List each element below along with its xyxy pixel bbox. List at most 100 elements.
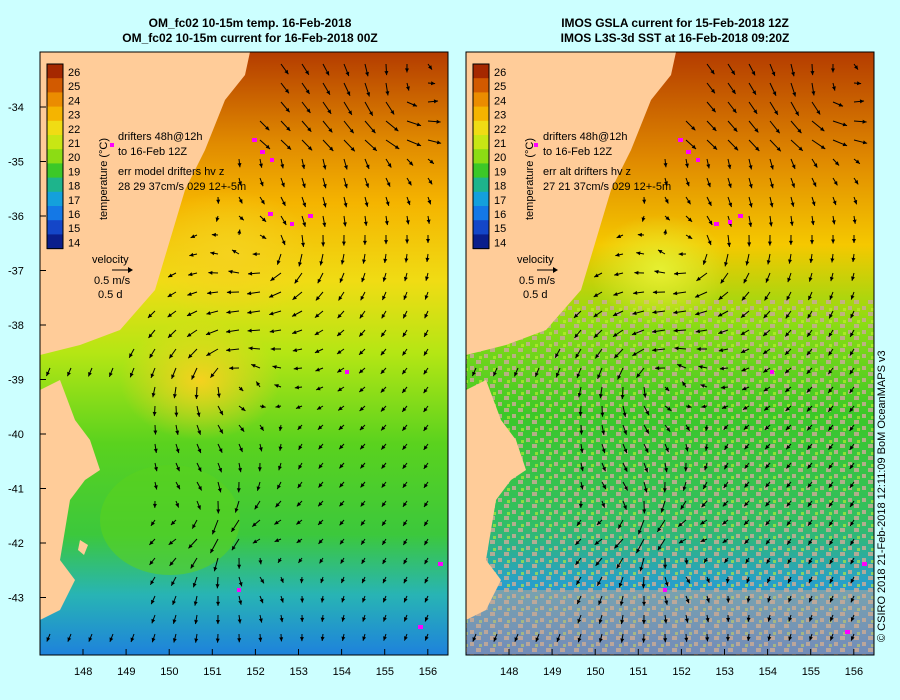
current-arrowhead xyxy=(258,447,263,452)
current-arrowhead xyxy=(601,430,606,435)
current-arrowhead xyxy=(362,617,367,622)
current-arrowhead xyxy=(349,128,354,134)
current-arrowhead xyxy=(602,484,606,490)
current-arrowhead xyxy=(721,405,727,409)
current-arrowhead xyxy=(718,295,723,300)
current-arrowhead xyxy=(175,503,179,508)
current-arrowhead xyxy=(322,222,327,227)
current-arrowhead xyxy=(853,199,858,205)
current-arrowhead xyxy=(708,220,713,225)
current-arrowhead xyxy=(828,502,833,507)
current-arrowhead xyxy=(833,180,838,186)
current-arrowhead xyxy=(394,127,399,132)
current-arrowhead xyxy=(350,147,355,152)
current-arrowhead xyxy=(390,110,395,115)
current-arrowhead xyxy=(810,240,815,245)
current-arrowhead xyxy=(320,598,325,603)
current-arrowhead xyxy=(754,128,759,133)
current-arrowhead xyxy=(673,291,678,296)
current-arrowhead xyxy=(190,234,196,238)
current-arrowhead xyxy=(403,540,408,545)
current-arrowhead xyxy=(705,598,710,603)
current-arrowhead xyxy=(644,448,649,453)
current-arrowhead xyxy=(286,145,292,150)
current-arrowhead xyxy=(842,122,848,127)
current-arrowhead xyxy=(192,524,196,529)
left-colorbar-tick: 17 xyxy=(68,195,80,207)
current-arrowhead xyxy=(339,444,344,450)
left-colorbar-swatch xyxy=(47,78,63,93)
current-arrowhead xyxy=(831,239,836,244)
current-arrowhead xyxy=(322,165,327,170)
current-arrowhead xyxy=(307,146,313,151)
current-arrowhead xyxy=(265,144,270,149)
current-arrowhead xyxy=(763,313,768,319)
current-arrowhead xyxy=(405,86,410,91)
current-arrowhead xyxy=(808,521,812,526)
current-arrowhead xyxy=(652,310,657,315)
current-arrowhead xyxy=(424,521,429,526)
current-arrowhead xyxy=(575,540,580,545)
current-arrowhead xyxy=(849,464,854,469)
current-arrowhead xyxy=(316,386,321,391)
current-arrowhead xyxy=(652,329,657,334)
current-arrowhead xyxy=(301,242,305,247)
current-arrowhead xyxy=(828,407,833,412)
current-arrowhead xyxy=(215,638,220,643)
current-arrowhead xyxy=(657,527,662,532)
left-colorbar-swatch xyxy=(47,64,63,79)
current-arrowhead xyxy=(664,386,670,392)
left-drifters-label-1: drifters 48h@12h xyxy=(118,131,203,143)
current-arrowhead xyxy=(339,483,344,488)
current-arrowhead xyxy=(302,222,307,227)
current-arrowhead xyxy=(188,544,193,549)
current-arrowhead xyxy=(798,146,803,151)
current-arrowhead xyxy=(382,277,387,282)
current-arrowhead xyxy=(850,502,854,507)
current-arrowhead xyxy=(256,486,261,491)
left-colorbar-label: temperature (°C) xyxy=(98,138,110,220)
current-arrowhead xyxy=(210,548,215,554)
current-arrowhead xyxy=(366,92,371,97)
current-arrowhead xyxy=(687,404,692,409)
current-arrowhead xyxy=(807,445,812,450)
current-arrowhead xyxy=(174,412,179,417)
current-arrowhead xyxy=(339,501,344,507)
current-arrowhead xyxy=(194,394,199,400)
current-arrowhead xyxy=(298,261,302,267)
current-arrowhead xyxy=(654,269,659,274)
right-land-mainland xyxy=(466,52,676,355)
current-arrowhead xyxy=(828,388,833,393)
left-colorbar-tick: 23 xyxy=(68,110,80,122)
current-arrowhead xyxy=(361,277,366,283)
current-arrowhead xyxy=(657,545,662,551)
current-arrowhead xyxy=(359,350,364,355)
current-arrowhead xyxy=(785,313,790,319)
right-drifters-label-2: to 16-Feb 12Z xyxy=(543,146,612,158)
current-arrowhead xyxy=(315,367,320,372)
current-arrowhead xyxy=(849,407,854,413)
current-arrowhead xyxy=(555,353,559,358)
current-arrowhead xyxy=(365,183,369,188)
current-arrowhead xyxy=(829,295,834,300)
current-arrowhead xyxy=(850,597,855,603)
current-arrowhead xyxy=(226,310,231,315)
current-arrowhead xyxy=(620,394,625,400)
current-arrowhead xyxy=(360,521,365,526)
current-arrowhead xyxy=(642,393,647,398)
current-arrowhead xyxy=(306,108,311,113)
current-arrowhead xyxy=(766,559,771,564)
current-arrowhead xyxy=(705,617,710,623)
current-arrowhead xyxy=(261,404,266,409)
current-arrowhead xyxy=(623,448,628,454)
current-arrowhead xyxy=(403,578,408,584)
current-arrowhead xyxy=(239,447,243,453)
current-arrowhead xyxy=(237,163,242,168)
current-arrowhead xyxy=(691,144,696,149)
current-arrowhead xyxy=(190,564,195,569)
current-arrowhead xyxy=(382,521,386,526)
current-arrowhead xyxy=(711,107,716,113)
current-arrowhead xyxy=(170,520,176,526)
current-arrowhead xyxy=(278,558,282,563)
current-arrowhead xyxy=(787,277,792,283)
